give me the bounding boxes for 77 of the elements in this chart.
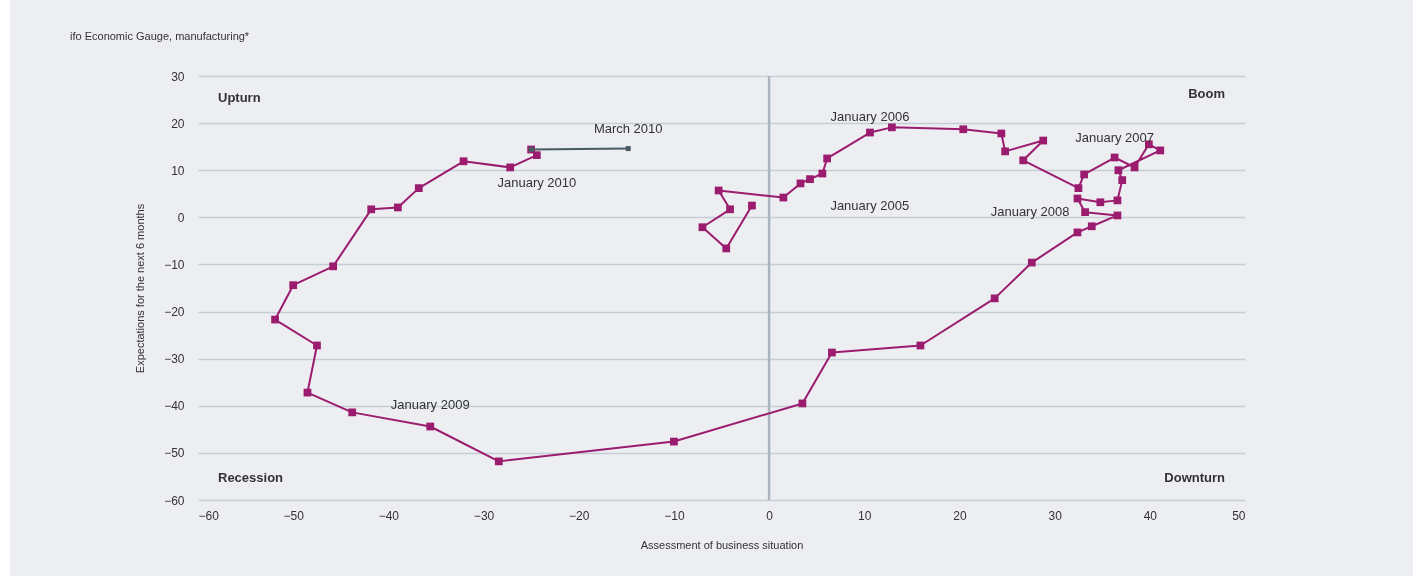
point [714, 186, 723, 195]
x-tick-label: −30 [473, 508, 495, 523]
point [670, 437, 678, 446]
annotation: January 2008 [990, 204, 1070, 220]
annotation: Boom [1188, 86, 1225, 101]
point [1074, 184, 1083, 192]
x-tick-label: −40 [378, 508, 400, 523]
point [1096, 198, 1105, 207]
x-tick-label: 20 [953, 508, 967, 523]
y-tick-label: −50 [164, 446, 185, 461]
point [1019, 156, 1028, 165]
x-tick-label: 0 [766, 508, 774, 523]
point [289, 281, 298, 290]
point [1156, 146, 1165, 155]
point [990, 294, 999, 303]
point [748, 201, 756, 210]
point [348, 408, 357, 417]
y-tick-label: −30 [164, 352, 185, 367]
y-tick-label: −20 [164, 305, 185, 320]
x-tick-label: 50 [1232, 508, 1246, 523]
point [1039, 136, 1048, 145]
annotation: January 2006 [830, 108, 910, 124]
x-tick-label: 10 [858, 508, 872, 523]
point [698, 223, 707, 232]
point [806, 175, 814, 184]
x-axis-title: Assessment of business situation [640, 538, 804, 551]
annotation: March 2010 [593, 120, 663, 136]
point [779, 193, 788, 202]
point [722, 244, 731, 253]
y-tick-label: −60 [164, 493, 185, 508]
y-tick-label: 0 [177, 210, 185, 225]
y-tick-label: −40 [164, 399, 185, 414]
point [494, 457, 503, 466]
point [414, 184, 423, 192]
point [726, 205, 734, 214]
point [367, 205, 376, 214]
annotation: January 2010 [497, 175, 577, 191]
point [1114, 166, 1123, 175]
annotation: Downturn [1164, 470, 1226, 485]
point [888, 123, 896, 132]
point [1027, 258, 1036, 267]
x-tick-label: −50 [283, 508, 305, 523]
point [506, 163, 515, 172]
annotation: January 2009 [390, 396, 470, 412]
x-tick-label: 30 [1048, 508, 1063, 523]
point [959, 125, 968, 134]
y-tick-label: −10 [164, 257, 185, 272]
point [866, 128, 874, 137]
point [1080, 170, 1089, 179]
x-tick-label: −20 [569, 508, 590, 523]
y-tick-label: 30 [171, 69, 185, 84]
annotation: January 2005 [830, 197, 910, 213]
point [1081, 208, 1089, 217]
x-tick-label: 40 [1143, 508, 1158, 523]
chart-title: ifo Economic Gauge, manufacturing* [70, 30, 250, 42]
point [997, 129, 1006, 138]
point [1087, 222, 1096, 231]
point [823, 154, 832, 163]
point [313, 341, 321, 350]
x-tick-label: −60 [198, 508, 220, 523]
y-tick-label: 10 [171, 163, 185, 178]
annotation: Recession [218, 470, 284, 485]
point [625, 146, 631, 152]
point [271, 315, 279, 324]
y-tick-label: 20 [171, 116, 185, 131]
point [1118, 176, 1127, 184]
y-axis-title: Expectations for the next 6 months [134, 203, 147, 374]
x-tick-label: −10 [664, 508, 685, 523]
point [1001, 147, 1010, 156]
point [426, 422, 435, 431]
point [394, 203, 402, 212]
point [329, 262, 338, 271]
annotation: Upturn [218, 90, 261, 105]
point [532, 151, 541, 160]
annotation: January 2007 [1075, 129, 1154, 145]
point [459, 157, 468, 166]
point [828, 348, 836, 357]
